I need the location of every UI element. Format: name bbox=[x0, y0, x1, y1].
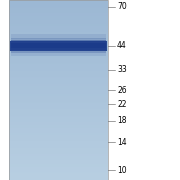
Text: 18: 18 bbox=[117, 116, 127, 125]
Bar bbox=[11, 38, 106, 42]
Bar bbox=[11, 45, 106, 50]
Text: 14: 14 bbox=[117, 138, 127, 147]
Bar bbox=[11, 48, 106, 53]
Text: 22: 22 bbox=[117, 100, 127, 109]
Bar bbox=[9, 0, 108, 180]
Text: 33: 33 bbox=[117, 66, 127, 75]
Bar bbox=[11, 40, 106, 45]
Bar bbox=[11, 34, 106, 39]
Bar bbox=[11, 43, 106, 48]
Bar bbox=[11, 51, 106, 56]
Text: 26: 26 bbox=[117, 86, 127, 94]
Bar bbox=[10, 41, 107, 51]
Text: 44: 44 bbox=[117, 41, 127, 50]
Text: 70: 70 bbox=[117, 2, 127, 11]
Text: 10: 10 bbox=[117, 166, 127, 175]
